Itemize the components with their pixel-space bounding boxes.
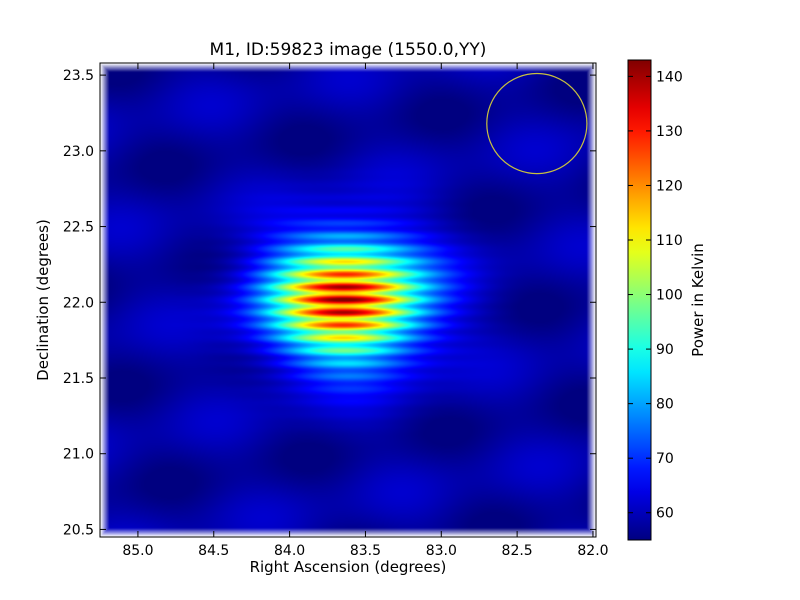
colorbar-tick-label: 90 [656,342,674,358]
colorbar-tick-label: 100 [656,288,683,304]
colorbar-label: Power in Kelvin [689,243,707,357]
y-tick-label: 22.5 [63,220,94,236]
colorbar-tick-label: 140 [656,69,683,85]
x-tick-label: 83.0 [426,543,457,559]
x-tick-label: 82.0 [577,543,608,559]
y-axis-label: Declination (degrees) [34,219,52,381]
x-tick-label: 83.5 [350,543,381,559]
x-tick-label: 85.0 [122,543,153,559]
colorbar-tick-label: 110 [656,233,683,249]
y-tick-label: 20.5 [63,522,94,538]
y-axis-ticks: 20.5 21.0 21.5 22.0 22.5 23.0 23.5 [63,68,596,538]
colorbar-tick-label: 70 [656,451,674,467]
beam-circle [486,72,588,175]
x-tick-label: 84.0 [274,543,305,559]
y-tick-label: 21.5 [63,371,94,387]
x-axis-label: Right Ascension (degrees) [250,558,447,576]
plot-area: 85.0 84.5 84.0 83.5 83.0 82.5 82.0 20.5 21.0 21.… [63,62,609,559]
chart-title: M1, ID:59823 image (1550.0,YY) [210,40,487,60]
y-tick-label: 23.0 [63,144,94,160]
x-tick-label: 84.5 [198,543,229,559]
colorbar-ticks: 60 70 80 90 100 110 120 130 140 [628,69,683,522]
colorbar-tick-label: 120 [656,178,683,194]
colorbar-tick-label: 130 [656,124,683,140]
x-tick-label: 82.5 [502,543,533,559]
plot-frame [99,62,597,538]
x-axis-ticks: 85.0 84.5 84.0 83.5 83.0 82.5 82.0 [122,63,609,559]
colorbar-tick-label: 80 [656,397,674,413]
colorbar-tick-label: 60 [656,506,674,522]
y-tick-label: 23.5 [63,68,94,84]
y-tick-label: 21.0 [63,447,94,463]
y-tick-label: 22.0 [63,295,94,311]
colorbar-gradient [627,59,652,541]
colorbar: 60 70 80 90 100 110 120 130 140 Power in Kelvin [627,59,707,541]
